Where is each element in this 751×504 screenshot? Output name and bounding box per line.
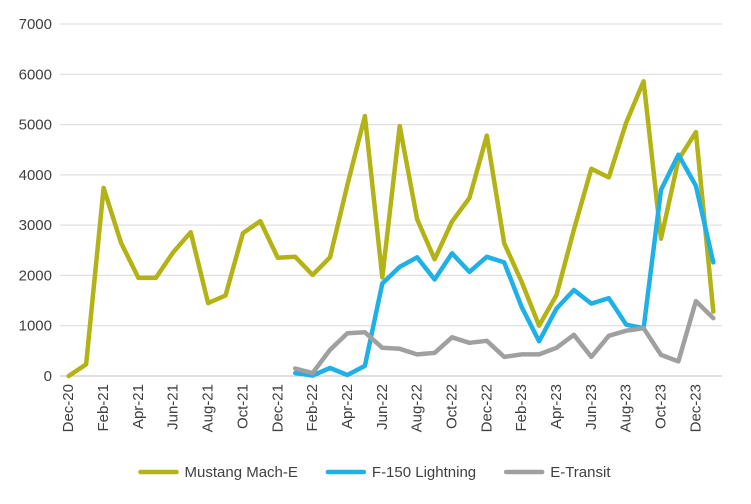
series-lines <box>66 79 716 379</box>
axes: 0 1000 2000 3000 4000 5000 6000 7000 Dec-20 Feb-2… <box>19 16 722 432</box>
legend-label: E-Transit <box>550 464 611 481</box>
legend-item: Mustang Mach-E <box>138 464 298 481</box>
x-tick-label: Dec-20 <box>60 384 77 432</box>
x-tick-label: Oct-21 <box>234 384 251 429</box>
x-tick-label: Dec-22 <box>478 384 495 432</box>
y-tick-label: 4000 <box>19 167 52 184</box>
y-tick-label: 3000 <box>19 217 52 234</box>
x-tick-label: Jun-21 <box>165 384 182 430</box>
x-tick-label: Jun-22 <box>374 384 391 430</box>
x-tick-label: Aug-23 <box>618 384 635 432</box>
x-tick-label: Apr-21 <box>130 384 147 429</box>
x-tick-label: Aug-21 <box>200 384 217 432</box>
x-tick-label: Oct-22 <box>443 384 460 429</box>
gridlines <box>60 23 722 327</box>
x-tick-label: Feb-23 <box>513 384 530 432</box>
y-tick-label: 5000 <box>19 117 52 134</box>
legend-label: F-150 Lightning <box>372 464 476 481</box>
y-tick-label: 2000 <box>19 267 52 284</box>
y-tick-label: 1000 <box>19 318 52 335</box>
legend-label: Mustang Mach-E <box>185 464 298 481</box>
legend: Mustang Mach-E F-150 Lightning E-Transit <box>138 464 611 481</box>
legend-item: E-Transit <box>503 464 611 481</box>
y-tick-label: 7000 <box>19 16 52 33</box>
x-tick-label: Jun-23 <box>583 384 600 430</box>
x-tick-label: Dec-23 <box>687 384 704 432</box>
x-tick-label: Feb-21 <box>95 384 112 432</box>
x-tick-label: Oct-23 <box>653 384 670 429</box>
x-tick-label: Dec-21 <box>269 384 286 432</box>
x-tick-label: Apr-22 <box>339 384 356 429</box>
y-tick-label: 0 <box>44 368 52 385</box>
x-tick-label: Apr-23 <box>548 384 565 429</box>
x-tick-label: Aug-22 <box>409 384 426 432</box>
series-line-mustang-mach-e <box>66 79 716 379</box>
legend-item: F-150 Lightning <box>325 464 476 481</box>
series-line-e-transit <box>292 298 716 376</box>
x-tick-label: Feb-22 <box>304 384 321 432</box>
y-tick-label: 6000 <box>19 66 52 83</box>
